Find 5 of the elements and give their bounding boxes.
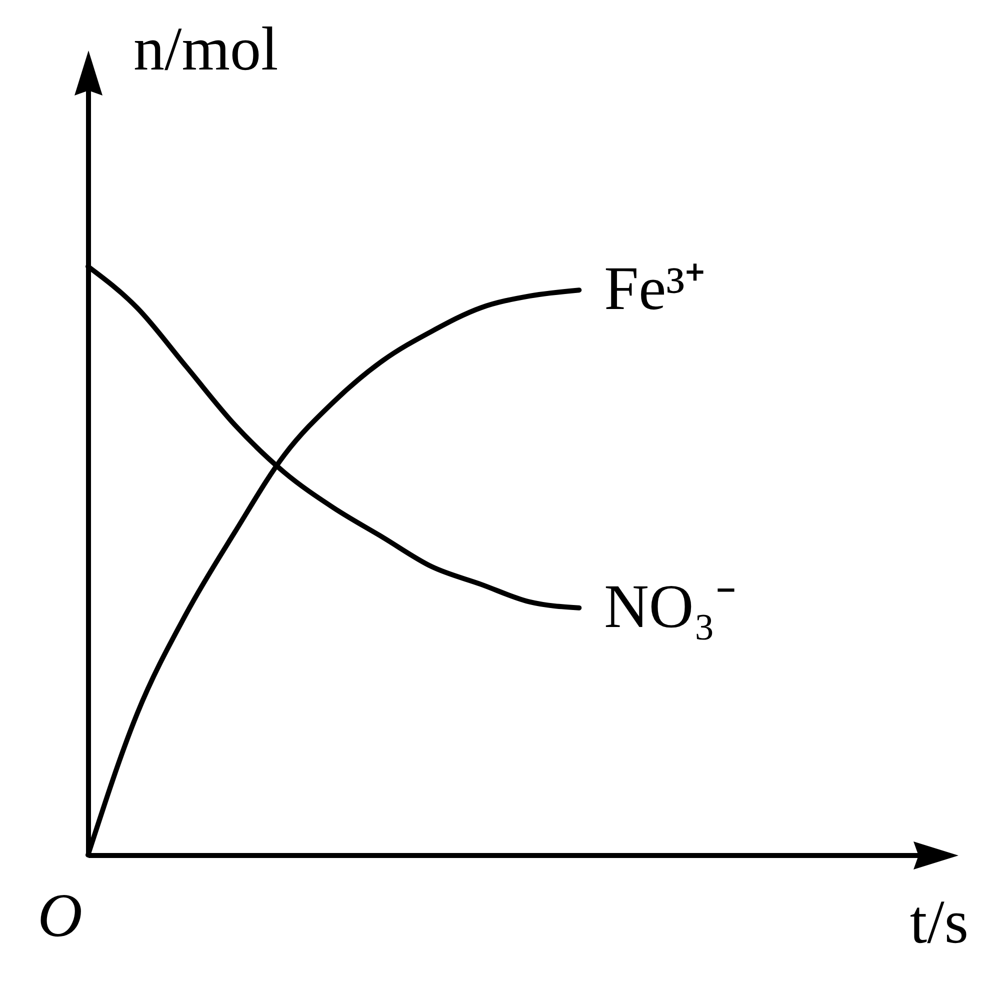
text: O xyxy=(38,882,82,950)
series-label: Fe³⁺ xyxy=(604,255,706,324)
x-axis-title: t/s xyxy=(910,888,968,956)
series-label: NO₃⁻ xyxy=(604,572,736,641)
y-axis-title: n/mol xyxy=(134,16,278,84)
